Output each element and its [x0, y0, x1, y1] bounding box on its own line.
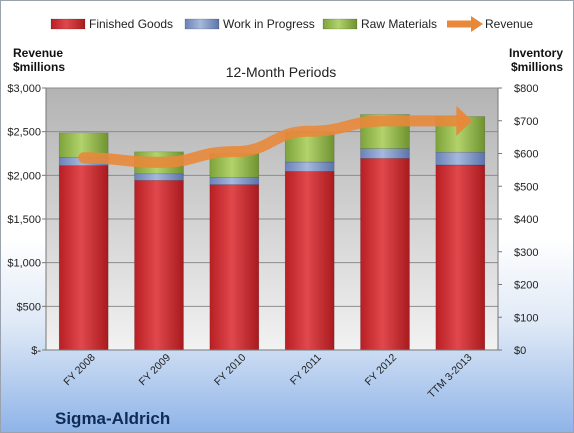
revenue-arrowhead	[456, 105, 473, 136]
right-tick-label: $300	[514, 247, 538, 259]
x-tick-label: FY 2010	[212, 352, 249, 389]
revenue-line-layer	[78, 105, 473, 168]
x-tick-label: FY 2008	[61, 352, 98, 389]
bar-work-in-progress	[360, 148, 410, 159]
x-tick-label: FY 2009	[137, 352, 174, 389]
right-tick-label: $500	[514, 181, 538, 193]
right-axis-label-line1: Inventory	[509, 46, 563, 60]
legend-swatch-revenue-arrow	[471, 16, 483, 32]
left-tick-label: $500	[17, 301, 41, 313]
right-tick-label: $100	[514, 312, 538, 324]
left-tick-label: $-	[31, 345, 41, 357]
gridlines	[46, 87, 498, 307]
bar-finished-goods	[134, 180, 184, 351]
bar-finished-goods	[435, 164, 486, 351]
legend-swatch-finished-goods	[50, 18, 86, 30]
right-tick-label: $800	[514, 83, 538, 95]
bar-finished-goods	[58, 165, 109, 351]
chart-title: 12-Month Periods	[226, 64, 337, 80]
legend-swatch-raw-materials	[322, 18, 358, 30]
legend-label: Finished Goods	[89, 17, 173, 31]
x-tick-label: FY 2012	[363, 352, 400, 389]
bar-work-in-progress	[134, 173, 184, 181]
company-name: Sigma-Aldrich	[55, 409, 170, 428]
left-tick-label: $2,500	[7, 127, 41, 139]
x-tick-label: FY 2011	[288, 352, 324, 388]
left-tick-label: $1,000	[7, 258, 41, 270]
right-tick-label: $400	[514, 214, 538, 226]
legend-label: Raw Materials	[361, 17, 437, 31]
legend-label: Work in Progress	[223, 17, 315, 31]
bar-work-in-progress	[435, 151, 486, 166]
right-tick-label: $0	[514, 345, 526, 357]
right-tick-label: $200	[514, 280, 538, 292]
left-axis-label-line2: $millions	[13, 60, 65, 74]
left-axis-label-line1: Revenue	[13, 46, 63, 60]
left-tick-label: $2,000	[7, 170, 41, 182]
bars-layer	[58, 114, 486, 351]
revenue-line	[78, 115, 466, 168]
legend-label: Revenue	[485, 17, 533, 31]
bar-finished-goods	[209, 184, 260, 351]
left-tick-label: $1,500	[7, 214, 41, 226]
legend-swatch-work-in-progress	[184, 18, 220, 30]
left-tick-label: $3,000	[7, 83, 41, 95]
bar-finished-goods	[284, 171, 335, 351]
right-axis-label-line2: $millions	[511, 60, 563, 74]
bar-work-in-progress	[284, 161, 335, 172]
right-tick-label: $700	[514, 116, 538, 128]
right-tick-label: $600	[514, 149, 538, 161]
bar-finished-goods	[360, 158, 410, 351]
legend: Finished Goods Work in Progress Raw Materi…	[50, 16, 533, 32]
x-tick-label: TTM 3-2013	[426, 352, 475, 401]
bar-work-in-progress	[209, 177, 260, 185]
